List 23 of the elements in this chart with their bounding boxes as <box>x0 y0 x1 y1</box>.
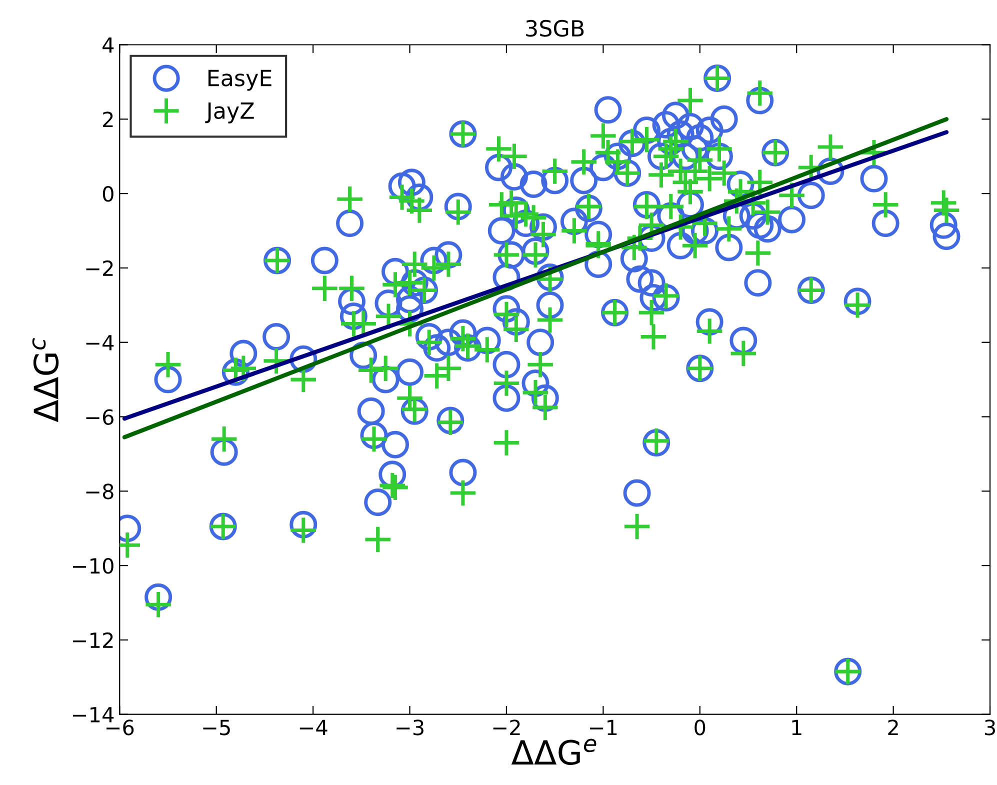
x-tick-label: 1 <box>792 720 802 736</box>
x-tick-label: −2 <box>493 720 520 736</box>
y-tick-label: −6 <box>86 409 114 425</box>
x-axis-title: ΔΔG$^{e}$ <box>511 738 596 766</box>
y-tick-label: −12 <box>73 632 113 648</box>
x-tick-label: 2 <box>888 720 898 736</box>
x-tick-label: −5 <box>203 720 230 736</box>
legend-label: JayZ <box>205 102 254 124</box>
x-tick-label: 0 <box>694 720 706 736</box>
x-tick-label: 3 <box>984 720 995 736</box>
x-tick-label: −4 <box>300 720 328 736</box>
y-tick-label: −10 <box>73 558 114 574</box>
y-tick-label: −4 <box>86 335 114 350</box>
legend-label: EasyE <box>208 70 272 91</box>
x-tick-label: −1 <box>590 720 617 736</box>
x-tick-label: −3 <box>396 720 424 736</box>
y-tick-label: 4 <box>102 37 114 53</box>
y-tick-label: 2 <box>103 112 113 128</box>
y-tick-label: 0 <box>102 186 114 202</box>
chart-title: 3SGB <box>526 20 584 37</box>
y-tick-label: −2 <box>86 260 113 276</box>
y-tick-label: −8 <box>86 484 114 500</box>
y-axis-title: ΔΔG$^{c}$ <box>32 338 59 422</box>
